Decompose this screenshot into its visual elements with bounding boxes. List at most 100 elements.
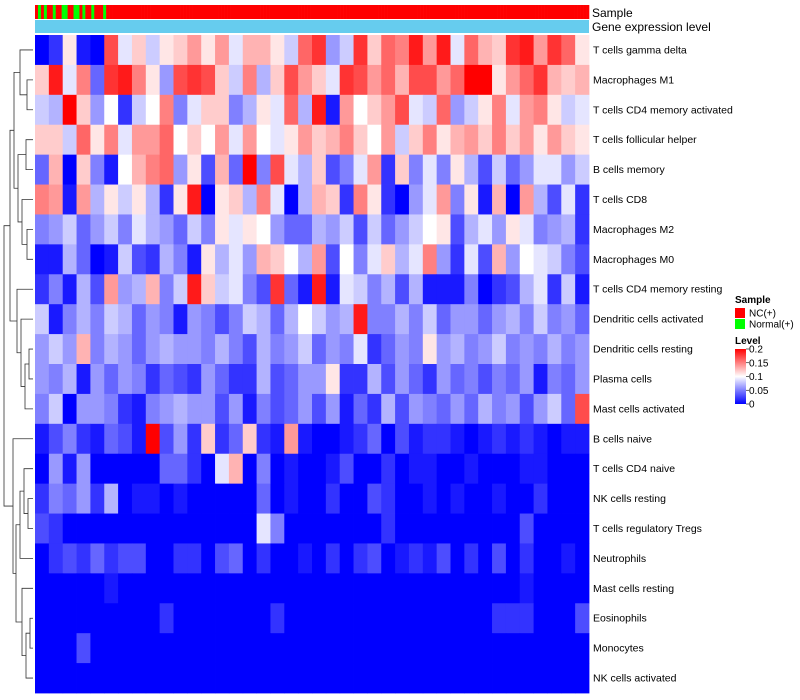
heatmap-cell xyxy=(408,543,424,574)
heatmap-cell xyxy=(256,124,271,156)
heatmap-cell xyxy=(228,364,244,395)
heatmap-cell xyxy=(575,274,590,305)
heatmap-cell xyxy=(312,304,327,335)
heatmap-cell xyxy=(381,364,396,395)
sample-annotation-cell xyxy=(153,5,157,19)
heatmap-cell xyxy=(353,393,368,425)
heatmap-cell xyxy=(76,94,91,126)
heatmap-cell xyxy=(450,214,465,245)
heatmap-cell xyxy=(561,274,576,305)
heatmap-cell xyxy=(35,663,50,694)
heatmap-cell xyxy=(35,124,50,156)
heatmap-cell xyxy=(478,35,493,66)
heatmap-cell xyxy=(242,603,257,634)
sample-annotation-cell xyxy=(562,5,566,19)
heatmap-cell xyxy=(35,423,50,455)
sample-annotation-cell xyxy=(224,5,228,19)
heatmap-cell xyxy=(159,334,174,365)
heatmap-cell xyxy=(547,124,562,156)
heatmap-cell xyxy=(422,663,438,694)
sample-annotation-cell xyxy=(443,5,448,19)
sample-annotation-cell xyxy=(357,5,362,19)
heatmap-cell xyxy=(312,453,327,485)
sample-annotation-cell xyxy=(37,5,42,19)
heatmap-cell xyxy=(575,364,590,395)
heatmap-cell xyxy=(395,364,410,395)
heatmap-cell xyxy=(104,663,119,694)
heatmap-cell xyxy=(492,393,507,425)
heatmap-cell xyxy=(478,214,493,245)
sample-annotation-cell xyxy=(177,5,181,19)
heatmap-cell xyxy=(76,304,91,335)
heatmap-cell xyxy=(242,184,257,215)
heatmap-cell xyxy=(381,184,396,215)
heatmap-cell xyxy=(48,573,64,604)
heatmap-cell xyxy=(436,573,451,604)
heatmap-cell xyxy=(381,543,396,574)
heatmap-cell xyxy=(478,573,493,604)
heatmap-cell xyxy=(159,244,174,275)
heatmap-cell xyxy=(187,184,202,215)
heatmap-cell xyxy=(256,94,271,126)
heatmap-cell xyxy=(353,483,368,514)
heatmap-cell xyxy=(131,154,147,185)
heatmap-cell xyxy=(478,483,493,514)
sample-annotation-cell xyxy=(117,5,122,19)
heatmap-cell xyxy=(492,184,507,215)
heatmap-cell xyxy=(575,244,590,275)
sample-annotation-cell xyxy=(277,5,282,19)
heatmap-cell xyxy=(298,64,313,96)
heatmap-cell xyxy=(90,453,105,485)
heatmap-cell xyxy=(339,244,354,275)
heatmap-cell xyxy=(242,364,257,395)
sample-annotation-cell xyxy=(156,5,160,19)
sample-annotation-cell xyxy=(283,5,288,19)
sample-annotation-cell xyxy=(197,5,202,19)
heatmap-cell xyxy=(464,543,479,574)
row-label: Monocytes xyxy=(593,643,644,655)
heatmap-cell xyxy=(35,94,50,126)
heatmap-cell xyxy=(284,154,299,185)
heatmap-cell xyxy=(215,453,230,485)
heatmap-cell xyxy=(76,573,91,604)
heatmap-cell xyxy=(561,244,576,275)
row-label: Mast cells resting xyxy=(593,583,674,595)
sample-annotation-cell xyxy=(488,5,492,19)
heatmap-cell xyxy=(131,334,147,365)
heatmap-cell xyxy=(173,633,188,664)
sample-annotation-cell xyxy=(52,5,57,19)
heatmap-cell xyxy=(256,364,271,395)
heatmap-cell xyxy=(547,154,562,185)
heatmap-cell xyxy=(325,304,341,335)
heatmap-cell xyxy=(298,573,313,604)
heatmap-cell xyxy=(284,513,299,544)
heatmap-cell xyxy=(408,393,424,425)
heatmap-cell xyxy=(90,124,105,156)
heatmap-cell xyxy=(353,663,368,694)
heatmap-cell xyxy=(90,573,105,604)
sample-annotation-cell xyxy=(301,5,305,19)
sample-annotation-cell xyxy=(150,5,154,19)
heatmap-cell xyxy=(215,393,230,425)
heatmap-cell xyxy=(505,35,521,66)
heatmap-cell xyxy=(48,543,64,574)
heatmap-cell xyxy=(215,274,230,305)
heatmap-cell xyxy=(353,633,368,664)
heatmap-cell xyxy=(575,543,590,574)
heatmap-cell xyxy=(90,274,105,305)
heatmap-cell xyxy=(228,453,244,485)
heatmap-cell xyxy=(159,124,174,156)
sample-annotation-cell xyxy=(580,5,584,19)
sample-annotation-cell xyxy=(319,5,323,19)
heatmap-cell xyxy=(408,423,424,455)
heatmap-cell xyxy=(478,603,493,634)
heatmap-cell xyxy=(298,513,313,544)
heatmap-cell xyxy=(519,633,534,664)
heatmap-cell xyxy=(242,453,257,485)
heatmap-cell xyxy=(519,94,534,126)
heatmap-cell xyxy=(228,214,244,245)
heatmap-cell xyxy=(408,214,424,245)
heatmap-cell xyxy=(450,573,465,604)
heatmap-cell xyxy=(48,663,64,694)
sample-annotation-cell xyxy=(310,5,314,19)
